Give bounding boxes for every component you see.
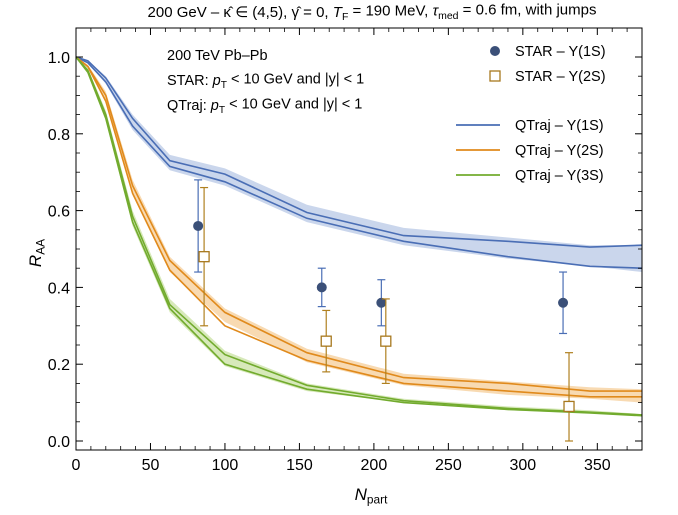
legend-label: STAR – Y(2S) — [515, 69, 606, 85]
y-tick-label: 1.0 — [48, 50, 70, 67]
band-1-line-2 — [75, 56, 643, 269]
data-point-1s — [316, 282, 327, 293]
annotation-2: STAR: pT​ < 10 GeV and |y| < 1 — [167, 72, 364, 91]
x-tick-label: 200 — [361, 457, 388, 474]
x-tick-label: 300 — [509, 457, 536, 474]
annotation-3: QTraj: pT​ < 10 GeV and |y| < 1 — [167, 97, 362, 116]
chart-title: 200 GeV – κ̂ ∈ (4,5), γ̂ = 0, TF​ = 190 … — [148, 1, 597, 23]
y-tick-label: 0.4 — [48, 280, 70, 297]
band-1-line-1 — [75, 56, 643, 248]
band-2-line-2 — [75, 56, 642, 398]
x-tick-label: 150 — [286, 457, 313, 474]
x-tick-label: 50 — [142, 457, 160, 474]
legend-label: STAR – Y(1S) — [515, 44, 606, 60]
bands-layer — [75, 56, 643, 417]
data-point-2s — [320, 335, 332, 347]
legend-marker-2s — [489, 70, 501, 82]
points-layer — [193, 179, 575, 442]
y-tick-label: 0.2 — [48, 357, 70, 374]
band-3-line-2 — [75, 56, 643, 417]
x-tick-label: 0 — [72, 457, 81, 474]
axis-ticks: 0 50 100 150 200 250 300 350 0.0 0.2 0.4 0.6 0.8 1.0 — [48, 28, 642, 474]
data-point-1s — [558, 297, 569, 308]
legend-label: QTraj – Y(1S) — [515, 118, 604, 134]
annotation-1: 200 TeV Pb–Pb — [167, 48, 268, 64]
x-axis-label: Npart​ — [355, 485, 388, 507]
y-tick-label: 0.0 — [48, 434, 70, 451]
data-point-2s — [563, 400, 575, 413]
y-tick-label: 0.6 — [48, 204, 70, 221]
band-2-line-1 — [75, 56, 642, 392]
x-tick-label: 100 — [212, 457, 239, 474]
y-axis-label: RAA​ — [26, 239, 48, 267]
y-tick-label: 0.8 — [48, 127, 70, 144]
legend-label: QTraj – Y(3S) — [515, 168, 604, 184]
data-point-2s — [198, 251, 210, 263]
x-tick-label: 250 — [435, 457, 462, 474]
band-3-line-1 — [75, 56, 643, 416]
x-tick-label: 350 — [584, 457, 611, 474]
legend-label: QTraj – Y(2S) — [515, 143, 604, 159]
annotations: 200 TeV Pb–Pb STAR: pT​ < 10 GeV and |y| … — [167, 48, 364, 116]
legend: STAR – Y(1S) STAR – Y(2S) QTraj – Y(1S) QTr… — [456, 44, 606, 184]
band-1 — [76, 57, 642, 272]
data-point-1s — [376, 297, 387, 308]
legend-marker-1s — [490, 46, 500, 56]
data-point-2s — [380, 335, 392, 347]
data-point-1s — [193, 220, 204, 231]
